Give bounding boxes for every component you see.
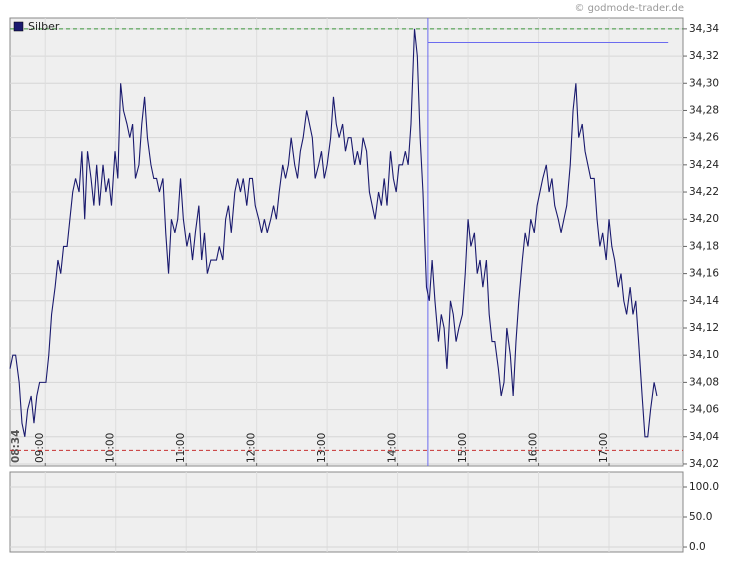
y-tick-label: 34,32 bbox=[689, 50, 719, 62]
y-tick-label: 34,24 bbox=[689, 159, 719, 171]
series-line bbox=[9, 28, 658, 438]
x-tick-label: 10:00 bbox=[105, 433, 117, 463]
y-tick-label: 34,28 bbox=[689, 104, 719, 116]
x-tick-label: 11:00 bbox=[175, 433, 187, 463]
y-tick-label: 34,22 bbox=[689, 186, 719, 198]
y-tick-label: 34,08 bbox=[689, 376, 719, 388]
main-panel bbox=[9, 17, 684, 467]
x-tick-label: 15:00 bbox=[457, 433, 469, 463]
watermark: © godmode-trader.de bbox=[575, 3, 685, 14]
y-tick-label: 34,10 bbox=[689, 349, 719, 361]
x-tick-label: 14:00 bbox=[387, 433, 399, 463]
x-tick-label: 16:00 bbox=[528, 433, 540, 463]
y-tick-label: 34,06 bbox=[689, 404, 719, 416]
y-tick-label: 100.0 bbox=[689, 481, 719, 493]
x-tick-label: 12:00 bbox=[246, 433, 258, 463]
x-tick-label: 13:00 bbox=[316, 433, 328, 463]
lower-panel bbox=[9, 471, 684, 553]
y-tick-label: 34,02 bbox=[689, 458, 719, 470]
x-tick-label: 09:00 bbox=[34, 433, 46, 463]
legend-label: Silber bbox=[28, 20, 60, 33]
y-tick-label: 0.0 bbox=[689, 541, 706, 553]
y-tick-label: 34,30 bbox=[689, 77, 719, 89]
start-label: 08:34 bbox=[10, 430, 22, 463]
y-tick-label: 34,34 bbox=[689, 23, 719, 35]
y-tick-label: 34,26 bbox=[689, 132, 719, 144]
y-tick-label: 34,04 bbox=[689, 431, 719, 443]
y-tick-label: 34,12 bbox=[689, 322, 719, 334]
y-tick-label: 34,16 bbox=[689, 268, 719, 280]
y-tick-label: 34,14 bbox=[689, 295, 719, 307]
y-tick-label: 34,20 bbox=[689, 213, 719, 225]
y-tick-label: 34,18 bbox=[689, 240, 719, 252]
legend-swatch bbox=[13, 21, 24, 32]
y-tick-label: 50.0 bbox=[689, 511, 712, 523]
x-tick-label: 17:00 bbox=[598, 433, 610, 463]
